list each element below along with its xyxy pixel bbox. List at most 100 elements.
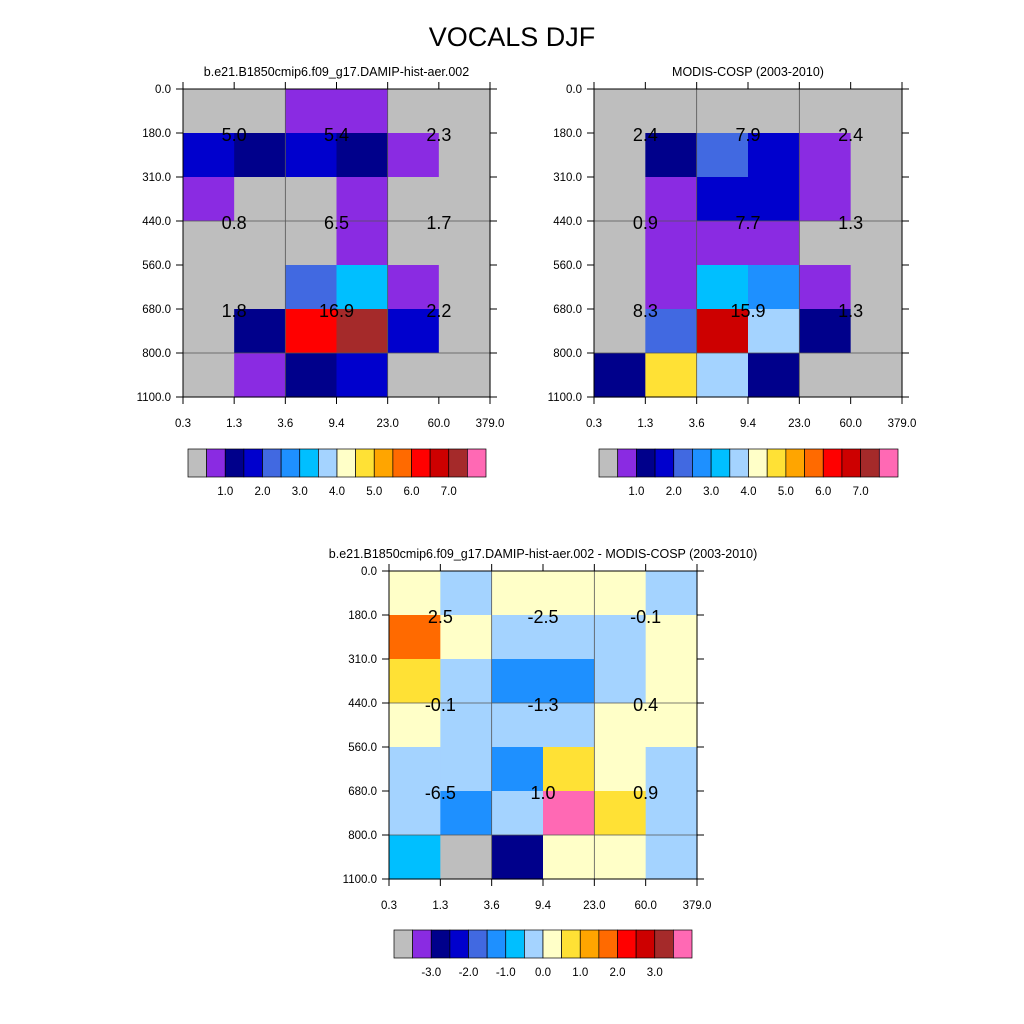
data-label: 2.4 [633, 125, 658, 145]
data-label: -6.5 [425, 783, 456, 803]
heatmap-cell [543, 571, 595, 616]
heatmap-cell [543, 615, 595, 660]
colorbar-swatch [486, 929, 507, 959]
colorbar: 1.0 2.0 3.0 4.0 5.0 6.0 7.0 [187, 448, 487, 498]
colorbar-tick-label: 6.0 [404, 486, 420, 498]
heatmap-cell [491, 659, 544, 704]
y-tick-label: 680.0 [348, 786, 377, 798]
heatmap-cell [440, 659, 493, 704]
data-label: 0.9 [633, 783, 658, 803]
heatmap-cell [438, 133, 491, 178]
data-label: -0.1 [425, 695, 456, 715]
data-label: 2.3 [426, 125, 451, 145]
colorbar-swatch [429, 448, 450, 478]
x-tick-label: 3.6 [277, 418, 293, 430]
heatmap-cell [438, 177, 491, 222]
colorbar-swatch [299, 448, 319, 478]
data-label: 1.3 [838, 301, 863, 321]
data-label: 15.9 [730, 301, 765, 321]
heatmap-cell [491, 835, 544, 880]
heatmap-cell [645, 309, 698, 354]
heatmap-cell [336, 309, 389, 354]
colorbar-swatch [336, 448, 356, 478]
colorbar-tick-label: 7.0 [441, 486, 457, 498]
heatmap-cell [389, 615, 441, 660]
panels-group: b.e21.B1850cmip6.f09_g17.DAMIP-hist-aer.… [137, 65, 917, 979]
heatmap-cell [594, 221, 646, 266]
colorbar: -3.0 -2.0 -1.0 0.0 1.0 2.0 3.0 [393, 929, 693, 979]
colorbar-swatch [280, 448, 301, 478]
colorbar-swatch [841, 448, 861, 478]
y-tick-label: 560.0 [142, 260, 171, 272]
heatmap-cell [183, 353, 235, 398]
colorbar-swatch [561, 929, 581, 959]
y-tick-label: 310.0 [142, 172, 171, 184]
heatmap-cell [438, 89, 491, 134]
colorbar-swatch [822, 448, 843, 478]
colorbar-swatch [243, 448, 263, 478]
panel-title: b.e21.B1850cmip6.f09_g17.DAMIP-hist-aer.… [204, 65, 469, 79]
colorbar-swatch [187, 448, 207, 478]
panel-title: MODIS-COSP (2003-2010) [672, 65, 824, 79]
colorbar-tick-label: -3.0 [421, 967, 441, 979]
heatmap-cell [491, 791, 544, 836]
heatmap-cell [645, 835, 698, 880]
heatmap-cell [748, 265, 800, 310]
data-label: 2.2 [426, 301, 451, 321]
heatmap-cell [594, 703, 647, 748]
heatmap-cell [543, 791, 595, 836]
heatmap-cell [799, 177, 852, 222]
heatmap-cell [336, 89, 389, 134]
heatmap-cell [799, 89, 852, 134]
heatmap-cell [183, 177, 235, 222]
y-tick-label: 440.0 [553, 216, 582, 228]
heatmap-cell [491, 571, 544, 616]
heatmap-cell [387, 177, 440, 222]
heatmap-cell [285, 133, 338, 178]
colorbar-swatch [785, 448, 805, 478]
heatmap-cell [543, 703, 595, 748]
heatmap-cell [594, 571, 647, 616]
data-label: 6.5 [324, 213, 349, 233]
heatmap-cell [594, 265, 646, 310]
data-label: 0.9 [633, 213, 658, 233]
heatmap-cell [748, 221, 800, 266]
x-tick-label: 3.6 [484, 900, 500, 912]
heatmap-cell [491, 703, 544, 748]
colorbar-swatch [598, 929, 618, 959]
heatmap-cell [645, 265, 698, 310]
heatmap-cell [387, 353, 440, 398]
heatmap-cell [799, 133, 852, 178]
heatmap-cell [543, 659, 595, 704]
colorbar-swatch [617, 448, 637, 478]
colorbar-swatch [804, 448, 824, 478]
y-tick-label: 180.0 [348, 610, 377, 622]
colorbar-tick-label: 0.0 [535, 967, 551, 979]
heatmap-cell [799, 265, 852, 310]
x-tick-label: 23.0 [788, 418, 810, 430]
colorbar-swatch [617, 929, 637, 959]
heatmap-cell [389, 747, 441, 792]
heatmap-cell [387, 221, 440, 266]
heatmap-cell [645, 615, 698, 660]
heatmap-cell [645, 659, 698, 704]
heatmap-cell [387, 133, 440, 178]
colorbar-swatch [262, 448, 282, 478]
heatmap-cell [645, 133, 698, 178]
data-label: 1.3 [838, 213, 863, 233]
y-tick-label: 1100.0 [548, 392, 582, 404]
y-tick-label: 680.0 [142, 304, 171, 316]
heatmap-cell [387, 89, 440, 134]
data-label: 2.5 [428, 607, 453, 627]
x-tick-label: 9.4 [740, 418, 757, 430]
data-label: 5.4 [324, 125, 349, 145]
heatmap-cell [645, 177, 698, 222]
heatmap-cell [336, 265, 389, 310]
data-label: 16.9 [319, 301, 354, 321]
colorbar-swatch [430, 929, 451, 959]
colorbar-swatch [766, 448, 787, 478]
heatmap-cell [438, 353, 491, 398]
colorbar-tick-label: 3.0 [292, 486, 308, 498]
heatmap-cell [389, 791, 441, 836]
